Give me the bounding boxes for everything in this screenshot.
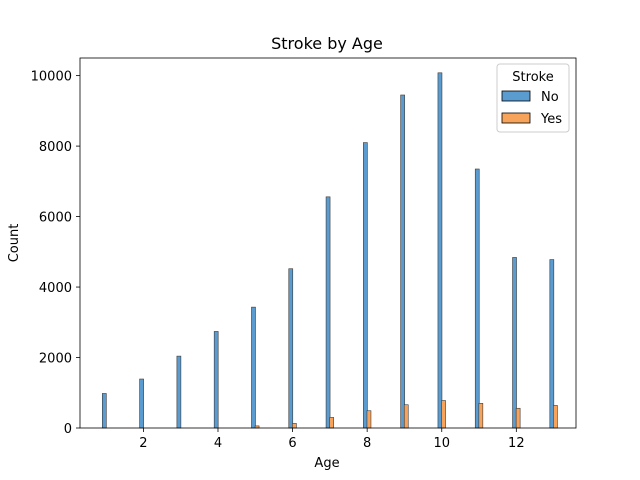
y-tick-label-0: 0 bbox=[64, 422, 72, 437]
x-tick-label-10: 10 bbox=[433, 436, 450, 451]
y-axis-label: Count bbox=[7, 224, 22, 263]
bar-no-4 bbox=[213, 331, 219, 429]
bar-no-10 bbox=[437, 72, 443, 429]
legend-label-yes: Yes bbox=[540, 112, 562, 127]
bar-no-9 bbox=[400, 94, 405, 429]
bar-no-12 bbox=[512, 257, 517, 429]
bar-no-1 bbox=[102, 393, 107, 429]
y-tick-label-8000: 8000 bbox=[39, 140, 72, 155]
y-tick-label-10000: 10000 bbox=[31, 70, 72, 85]
legend: Stroke No Yes bbox=[496, 63, 570, 133]
bar-yes-6 bbox=[292, 423, 297, 429]
bar-no-11 bbox=[474, 168, 480, 429]
x-tick-label-4: 4 bbox=[214, 436, 222, 451]
legend-swatch-yes bbox=[501, 112, 531, 124]
bar-yes-13 bbox=[553, 405, 558, 429]
x-tick-label-2: 2 bbox=[139, 436, 147, 451]
chart-title: Stroke by Age bbox=[271, 34, 383, 53]
bar-yes-7 bbox=[329, 417, 334, 429]
legend-title: Stroke bbox=[512, 70, 553, 85]
x-tick-label-12: 12 bbox=[508, 436, 525, 451]
y-tick-label-4000: 4000 bbox=[39, 281, 72, 296]
bar-yes-8 bbox=[366, 410, 372, 429]
legend-label-no: No bbox=[541, 90, 559, 105]
bar-yes-10 bbox=[441, 400, 446, 429]
bar-yes-12 bbox=[515, 407, 521, 429]
y-tick-label-2000: 2000 bbox=[39, 352, 72, 367]
bar-no-8 bbox=[363, 142, 368, 429]
bars-layer bbox=[102, 72, 558, 429]
bar-no-3 bbox=[176, 355, 182, 429]
x-axis-label: Age bbox=[314, 456, 339, 471]
x-tick-label-6: 6 bbox=[288, 436, 296, 451]
bar-no-2 bbox=[139, 378, 144, 429]
bar-no-7 bbox=[325, 196, 331, 429]
bar-yes-9 bbox=[403, 404, 409, 429]
x-tick-label-8: 8 bbox=[363, 436, 371, 451]
plot-frame bbox=[79, 57, 577, 429]
bar-no-5 bbox=[251, 306, 256, 429]
legend-swatch-no bbox=[501, 90, 531, 102]
bar-no-13 bbox=[549, 259, 555, 429]
bar-no-6 bbox=[288, 268, 294, 429]
y-tick-label-6000: 6000 bbox=[39, 211, 72, 226]
axes-layer: 2 4 6 8 10 12 0 2000 4000 6000 8000 10000 bbox=[31, 57, 577, 451]
bar-yes-11 bbox=[478, 403, 484, 429]
